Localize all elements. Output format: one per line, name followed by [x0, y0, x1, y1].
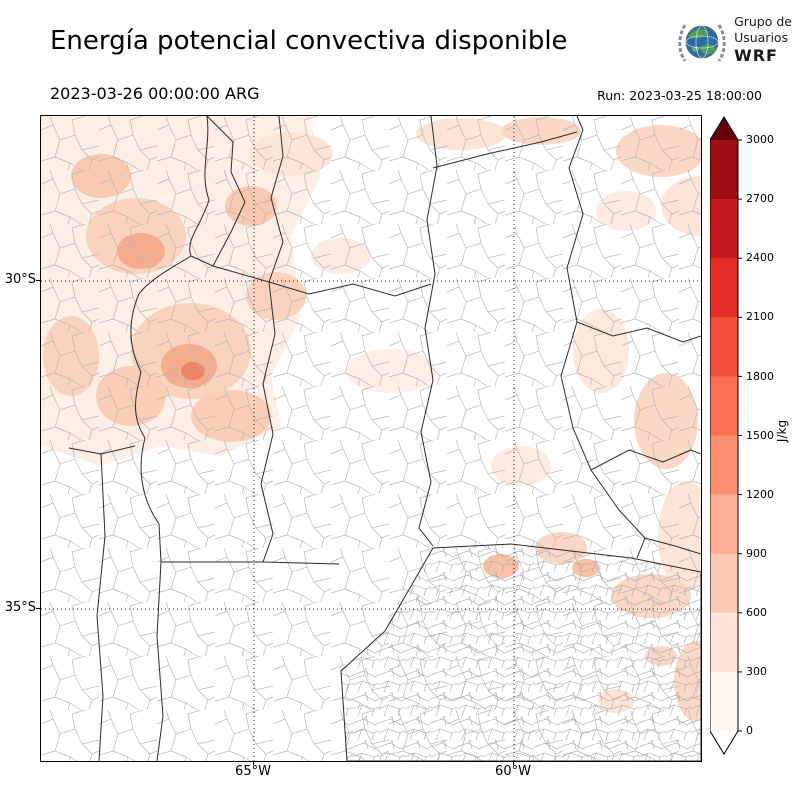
- run-time-label: Run: 2023-03-25 18:00:00: [597, 88, 762, 103]
- colorbar-tick-label: 300: [746, 665, 767, 678]
- lat-label-35s: 35°S: [4, 600, 36, 615]
- colorbar-tick-marks: [738, 139, 742, 732]
- colorbar-under-arrow: [710, 731, 738, 754]
- colorbar-tick-label: 1800: [746, 370, 774, 383]
- lon-label-60w: 60°W: [495, 764, 531, 779]
- wrf-globe-icon: [678, 24, 726, 62]
- logo-line-2: Usuarios: [734, 30, 789, 45]
- colorbar-tick-label: 0: [746, 724, 753, 737]
- colorbar-segment: [710, 612, 738, 673]
- colorbar-tick-label: 2100: [746, 310, 774, 323]
- lat-label-30s: 30°S: [4, 272, 36, 287]
- colorbar-over-arrow: [710, 117, 738, 140]
- lat-tick-30s: [36, 280, 40, 281]
- colorbar-segment: [710, 317, 738, 377]
- colorbar-tick-label: 3000: [746, 133, 774, 146]
- colorbar-tick-label: 1200: [746, 488, 774, 501]
- logo-line-1: Grupo de: [734, 14, 792, 30]
- buenos-aires-province-outline: [340, 543, 701, 761]
- lat-tick-35s: [36, 608, 40, 609]
- colorbar-segment: [710, 376, 738, 436]
- colorbar: [709, 115, 744, 760]
- colorbar-segment: [710, 199, 738, 259]
- colorbar-tick-label: 900: [746, 547, 767, 560]
- colorbar-segment: [710, 140, 738, 200]
- map-panel: [40, 115, 702, 762]
- colorbar-tick-label: 2700: [746, 192, 774, 205]
- valid-time-label: 2023-03-26 00:00:00 ARG: [50, 84, 260, 103]
- lon-label-65w: 65°W: [235, 764, 271, 779]
- colorbar-segment: [710, 494, 738, 554]
- colorbar-segment: [710, 258, 738, 318]
- lon-tick-65w: [253, 761, 254, 765]
- colorbar-segment: [710, 435, 738, 495]
- colorbar-tick-label: 1500: [746, 429, 774, 442]
- colorbar-segment: [710, 553, 738, 613]
- colorbar-tick-label: 2400: [746, 251, 774, 264]
- wrf-logo: Grupo de Usuarios WRF: [674, 12, 792, 68]
- page-title: Energía potencial convectiva disponible: [50, 26, 568, 56]
- province-boundaries: [68, 116, 701, 761]
- colorbar-segment: [710, 671, 738, 731]
- colorbar-tick-label: 600: [746, 606, 767, 619]
- lon-tick-60w: [513, 761, 514, 765]
- logo-line-3: WRF: [734, 45, 778, 65]
- colorbar-unit-label: J/kg: [775, 419, 789, 443]
